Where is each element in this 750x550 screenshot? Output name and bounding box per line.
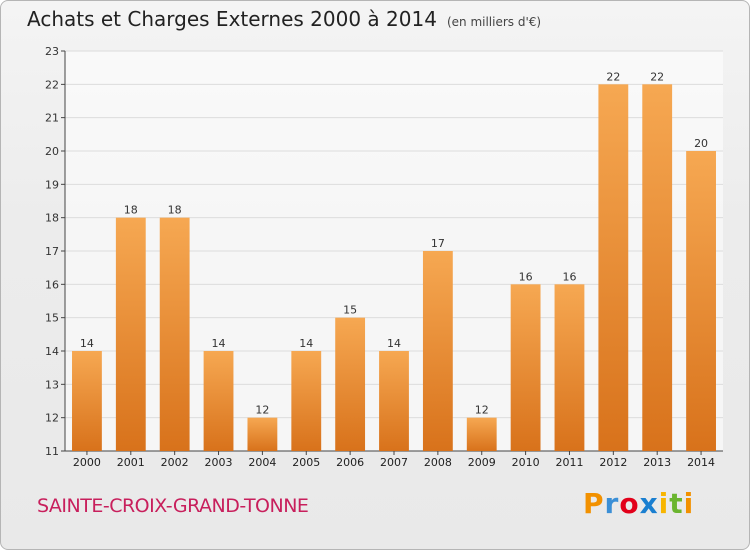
logo-letter: i [683, 487, 695, 520]
bar [466, 417, 497, 451]
y-tick-label: 23 [45, 45, 59, 58]
data-label: 18 [124, 204, 138, 217]
commune-name: SAINTE-CROIX-GRAND-TONNE [37, 495, 309, 517]
x-tick-label: 2008 [424, 456, 452, 469]
y-tick-label: 18 [45, 212, 59, 225]
y-tick-label: 21 [45, 112, 59, 125]
proxiti-logo: Proxiti [583, 487, 694, 520]
x-tick-label: 2012 [599, 456, 627, 469]
x-tick-label: 2003 [205, 456, 233, 469]
y-tick-label: 12 [45, 412, 59, 425]
bar [642, 84, 673, 451]
data-label: 22 [650, 70, 664, 83]
bar [291, 351, 322, 451]
logo-letter: i [658, 487, 670, 520]
bar [335, 317, 366, 451]
y-tick-label: 14 [45, 345, 59, 358]
data-label: 18 [168, 204, 182, 217]
logo-letter: P [583, 487, 605, 520]
y-tick-label: 16 [45, 278, 59, 291]
data-label: 20 [694, 137, 708, 150]
data-label: 14 [212, 337, 226, 350]
y-tick-label: 19 [45, 178, 59, 191]
x-tick-label: 2002 [161, 456, 189, 469]
x-tick-label: 2014 [687, 456, 715, 469]
logo-letter: x [639, 487, 659, 520]
logo-letter: o [619, 487, 640, 520]
bar [422, 251, 453, 451]
title-text: Achats et Charges Externes 2000 à 2014 [27, 7, 437, 31]
bar [510, 284, 541, 451]
data-label: 14 [80, 337, 94, 350]
x-tick-label: 2010 [512, 456, 540, 469]
chart-title: Achats et Charges Externes 2000 à 2014 (e… [27, 7, 541, 31]
x-tick-label: 2013 [643, 456, 671, 469]
data-label: 12 [255, 404, 269, 417]
bar [686, 151, 716, 451]
y-tick-label: 20 [45, 145, 59, 158]
x-tick-label: 2000 [73, 456, 101, 469]
data-label: 16 [562, 270, 576, 283]
y-tick-label: 17 [45, 245, 59, 258]
y-tick-label: 13 [45, 378, 59, 391]
data-label: 14 [299, 337, 313, 350]
x-tick-label: 2005 [292, 456, 320, 469]
x-tick-label: 2011 [555, 456, 583, 469]
x-tick-label: 2001 [117, 456, 145, 469]
x-tick-label: 2004 [248, 456, 276, 469]
x-tick-label: 2007 [380, 456, 408, 469]
logo-letter: r [604, 487, 620, 520]
data-label: 16 [519, 270, 533, 283]
bar [247, 417, 278, 451]
y-tick-label: 15 [45, 312, 59, 325]
bar [598, 84, 629, 451]
x-tick-label: 2006 [336, 456, 364, 469]
bar [379, 351, 409, 451]
bar [554, 284, 585, 451]
unit-label: (en milliers d'€) [446, 15, 542, 29]
data-label: 14 [387, 337, 401, 350]
data-label: 12 [475, 404, 489, 417]
bar [115, 217, 146, 451]
data-label: 17 [431, 237, 445, 250]
bar [203, 351, 234, 451]
data-label: 15 [343, 304, 357, 317]
y-tick-label: 11 [45, 445, 59, 458]
bar [72, 351, 102, 451]
x-tick-label: 2009 [468, 456, 496, 469]
data-label: 22 [606, 70, 620, 83]
y-tick-label: 22 [45, 78, 59, 91]
logo-letter: t [669, 487, 684, 520]
bar [159, 217, 190, 451]
